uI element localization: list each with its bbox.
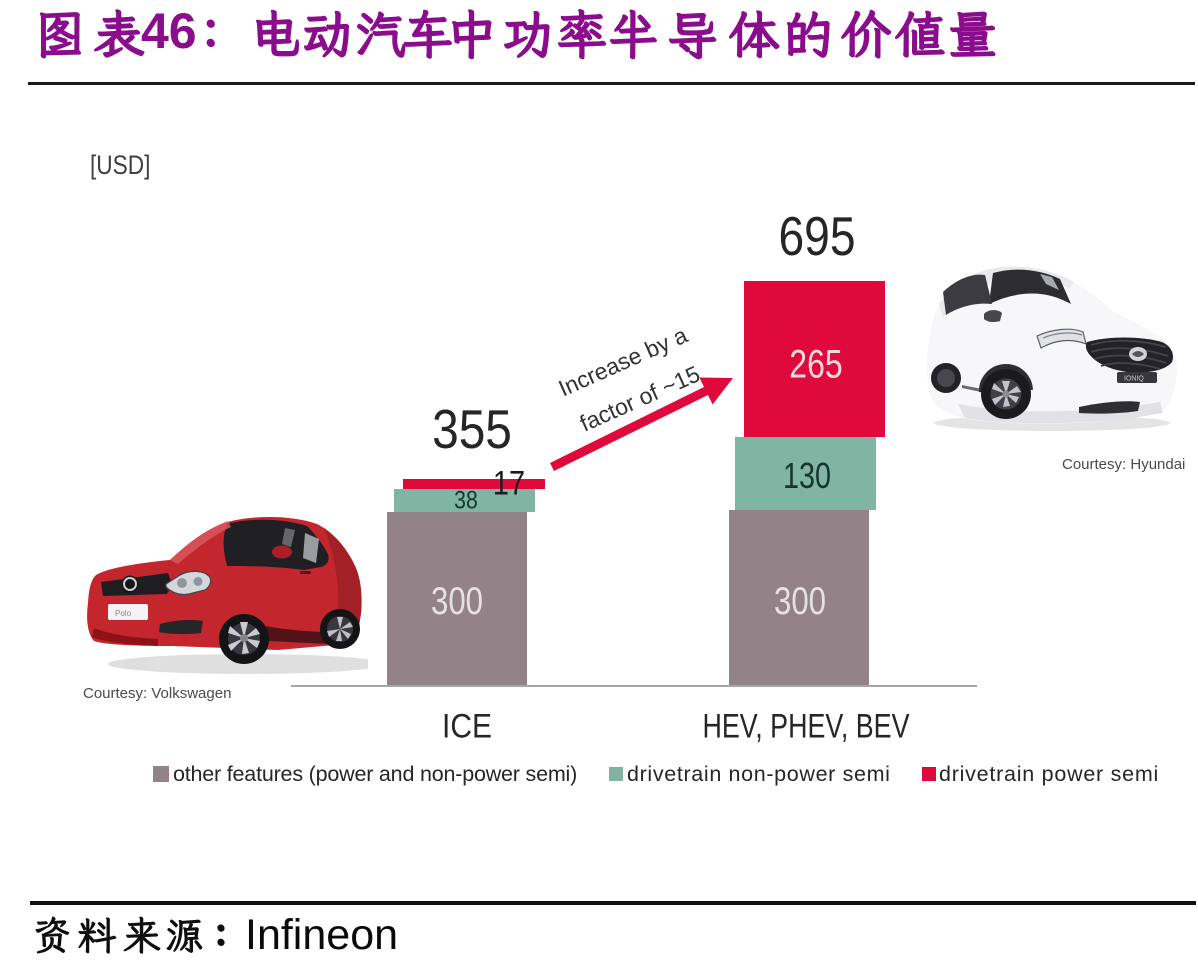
svg-text:Polo: Polo xyxy=(115,609,132,618)
svg-text:46: 46 xyxy=(141,3,197,59)
svg-text:IONIQ: IONIQ xyxy=(1124,376,1144,383)
svg-text:Infineon: Infineon xyxy=(245,911,398,959)
